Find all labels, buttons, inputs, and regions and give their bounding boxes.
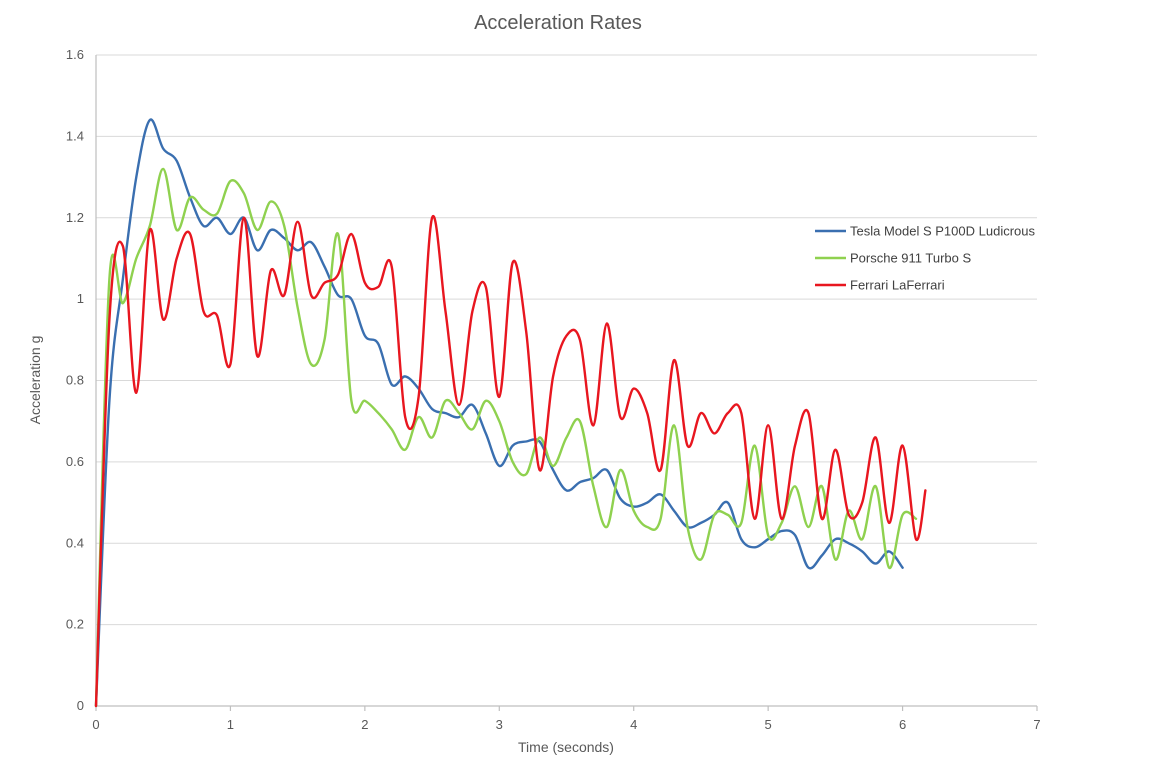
y-tick-label: 1.6 xyxy=(66,47,84,62)
x-tick-label: 6 xyxy=(899,717,906,732)
y-tick-label: 0.2 xyxy=(66,617,84,632)
legend-label: Ferrari LaFerrari xyxy=(850,278,945,293)
legend-label: Porsche 911 Turbo S xyxy=(850,251,971,266)
x-tick-label: 7 xyxy=(1033,717,1040,732)
series-line-ferrari-laferrari xyxy=(94,214,927,708)
legend-label: Tesla Model S P100D Ludicrous xyxy=(850,224,1035,239)
y-tick-label: 1 xyxy=(77,291,84,306)
legend-item: Tesla Model S P100D Ludicrous xyxy=(815,224,1035,239)
y-axis-label: Acceleration g xyxy=(27,336,43,425)
legend-item: Ferrari LaFerrari xyxy=(815,278,945,293)
x-tick-label: 5 xyxy=(765,717,772,732)
axes xyxy=(95,55,1038,711)
x-tick-label: 0 xyxy=(92,717,99,732)
legend: Tesla Model S P100D Ludicrous Porsche 911… xyxy=(815,224,1035,293)
y-tick-label: 1.4 xyxy=(66,128,84,143)
y-tick-label: 0 xyxy=(77,698,84,713)
series-line-tesla-model-s-p100d-ludicrous xyxy=(94,118,904,708)
x-tick-label: 2 xyxy=(361,717,368,732)
y-tick-labels: 0 0.2 0.4 0.6 0.8 1 1.2 1.4 1.6 xyxy=(66,47,84,713)
chart-title: Acceleration Rates xyxy=(474,12,642,34)
y-tick-label: 0.4 xyxy=(66,535,84,550)
x-axis-label: Time (seconds) xyxy=(518,739,614,755)
series-lines xyxy=(94,118,927,708)
x-tick-label: 1 xyxy=(227,717,234,732)
x-tick-labels: 0 1 2 3 4 5 6 7 xyxy=(92,717,1040,732)
x-tick-label: 4 xyxy=(630,717,637,732)
series-line-porsche-911-turbo-s xyxy=(94,167,918,708)
y-tick-label: 0.6 xyxy=(66,454,84,469)
y-tick-label: 1.2 xyxy=(66,210,84,225)
x-tick-label: 3 xyxy=(496,717,503,732)
y-tick-label: 0.8 xyxy=(66,373,84,388)
legend-item: Porsche 911 Turbo S xyxy=(815,251,971,266)
